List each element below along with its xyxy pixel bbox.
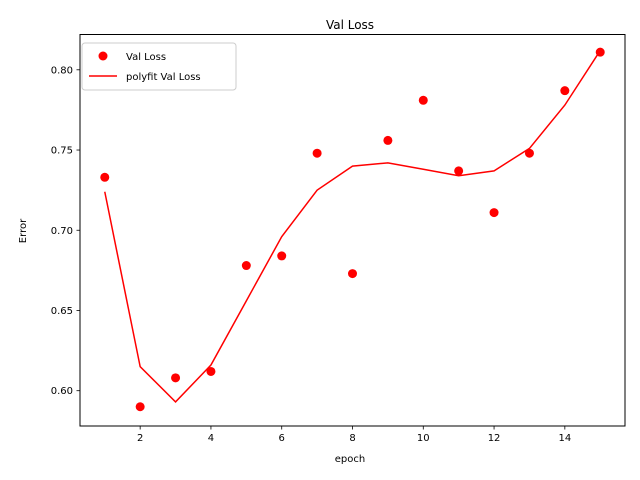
data-point [489,208,499,218]
x-tick-label: 14 [558,433,571,444]
y-tick-label: 0.75 [51,146,73,157]
data-point [171,373,181,383]
data-point [100,172,110,182]
legend: Val Loss polyfit Val Loss [81,42,237,91]
x-axis-label: epoch [335,454,365,465]
x-tick-label: 6 [279,433,285,444]
data-point [595,47,605,57]
legend-marker-scatter [98,51,108,61]
plot-area [100,47,605,412]
y-tick-label: 0.60 [51,386,73,397]
x-tick-label: 12 [488,433,501,444]
data-point [383,135,393,145]
data-point [312,148,322,158]
chart-title: Val Loss [326,18,374,32]
x-tick-label: 8 [349,433,355,444]
data-point [524,148,534,158]
y-axis: 0.60 0.65 0.70 0.75 0.80 [51,65,80,397]
data-point [560,86,570,96]
y-tick-label: 0.65 [51,306,73,317]
x-tick-label: 2 [137,433,143,444]
data-point [206,366,216,376]
legend-label-scatter: Val Loss [126,52,166,63]
fit-line [104,50,601,404]
legend-box [81,42,237,91]
plot-frame [79,34,626,427]
y-tick-label: 0.70 [51,226,73,237]
data-point [241,261,251,271]
data-point [135,402,145,412]
x-axis: 2 4 6 8 10 12 14 [137,426,571,444]
x-tick-label: 4 [208,433,214,444]
data-point [454,166,464,176]
data-point [277,251,287,261]
legend-label-line: polyfit Val Loss [126,72,201,83]
data-point [348,269,357,279]
y-axis-label: Error [18,218,29,243]
data-point [418,95,428,105]
x-tick-label: 10 [417,433,430,444]
y-tick-label: 0.80 [51,65,73,76]
